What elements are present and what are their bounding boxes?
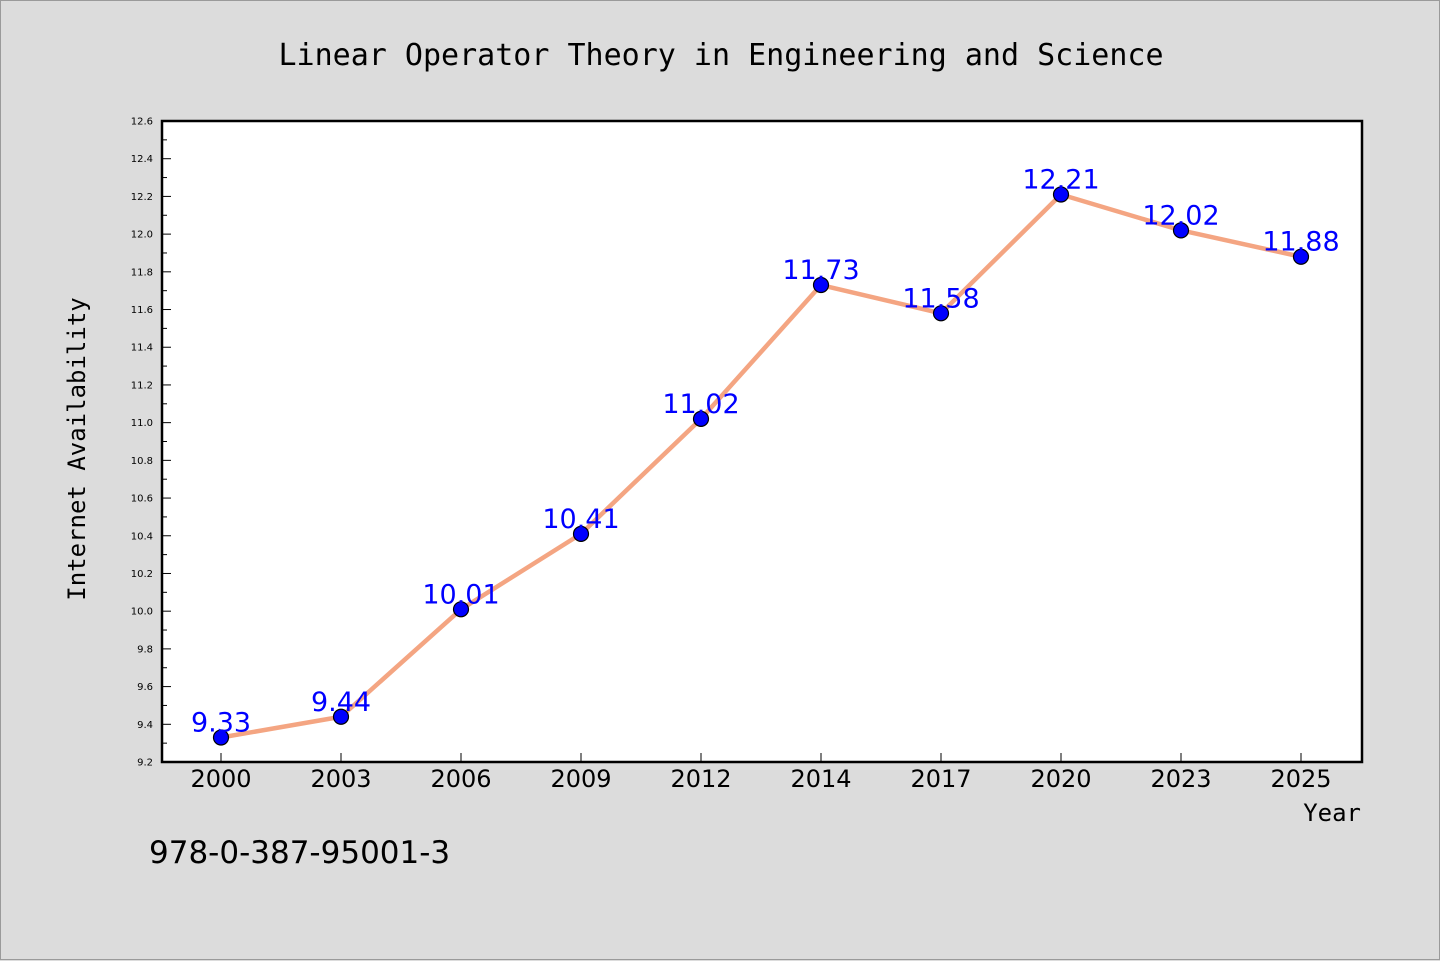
x-axis-label: Year: [1303, 799, 1361, 827]
x-tick-label: 2014: [790, 765, 851, 793]
y-tick-label: 11.6: [131, 305, 153, 316]
isbn-text: 978-0-387-95001-3: [149, 835, 451, 871]
series-group: 9.33 9.44 10.01 10.41 11.02 11.73 11.58 12.21 12…: [191, 165, 1340, 746]
y-tick-label: 10.8: [131, 456, 153, 467]
x-tick-label: 2020: [1030, 765, 1091, 793]
x-tick-label: 2009: [550, 765, 611, 793]
data-point: [572, 525, 590, 542]
x-tick-label: 2003: [310, 765, 371, 793]
data-label: 10.01: [422, 579, 499, 610]
data-label: 12.02: [1142, 200, 1219, 231]
data-point: [212, 729, 230, 746]
data-label: 11.73: [782, 255, 859, 286]
y-tick-label: 10.6: [131, 494, 153, 505]
y-tick-label: 10.4: [131, 531, 153, 542]
y-axis-label: Internet Availability: [63, 297, 91, 600]
plot-area: [160, 119, 1364, 764]
y-tick-label: 11.0: [131, 418, 153, 429]
y-tick-label: 11.2: [131, 380, 153, 391]
x-tick-label: 2012: [670, 765, 731, 793]
data-label: 12.21: [1022, 165, 1099, 196]
data-label: 11.58: [902, 283, 979, 314]
y-tick-label: 12.6: [131, 117, 153, 128]
y-tick-label: 10.0: [131, 607, 153, 618]
y-axis-ticks: 9.2 9.4 9.6 9.8 10.0 10.2 10.4 10.6 10.8 11.0 11.2…: [131, 117, 171, 769]
data-point: [932, 305, 950, 322]
data-label: 10.41: [542, 504, 619, 535]
y-tick-label: 9.2: [137, 758, 153, 769]
x-axis-ticks: 2000 2003 2006 2009 2012 2014 2017 2020 2023 2025: [190, 753, 1332, 793]
data-point: [812, 276, 830, 294]
y-tick-label: 9.4: [137, 720, 153, 731]
data-point: [692, 410, 710, 427]
y-tick-label: 12.0: [131, 230, 153, 241]
data-label: 11.88: [1262, 227, 1339, 258]
data-label: 9.44: [311, 687, 371, 718]
data-point: [332, 708, 350, 725]
data-point: [1052, 186, 1070, 203]
series-line: [218, 192, 1304, 740]
y-tick-label: 12.4: [131, 154, 153, 165]
y-tick-label: 9.6: [137, 682, 153, 693]
data-label: 9.33: [191, 707, 251, 738]
y-tick-label: 9.8: [137, 644, 153, 655]
data-label: 11.02: [662, 389, 739, 420]
x-tick-label: 2006: [430, 765, 491, 793]
x-tick-label: 2025: [1270, 765, 1331, 793]
data-point: [452, 601, 470, 618]
y-tick-label: 11.4: [131, 343, 153, 354]
x-tick-label: 2017: [910, 765, 971, 793]
data-point: [1172, 222, 1190, 239]
chart-title: Linear Operator Theory in Engineering an…: [278, 38, 1163, 73]
y-tick-label: 12.2: [131, 192, 153, 203]
y-tick-label: 11.8: [131, 267, 153, 278]
x-tick-label: 2023: [1150, 765, 1211, 793]
y-tick-label: 10.2: [131, 569, 153, 580]
data-point: [1292, 248, 1310, 265]
x-tick-label: 2000: [190, 765, 251, 793]
